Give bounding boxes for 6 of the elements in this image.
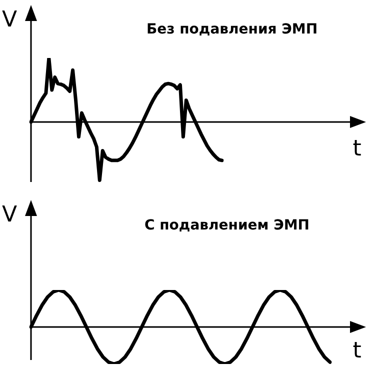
chart-title: Без подавления ЭМП	[146, 22, 318, 38]
x-axis-title: t	[352, 338, 362, 364]
chart-title: С подавлением ЭМП	[144, 218, 310, 234]
x-axis-title: t	[352, 136, 362, 162]
y-axis-title: V	[2, 8, 18, 33]
y-axis-title: V	[2, 202, 18, 228]
